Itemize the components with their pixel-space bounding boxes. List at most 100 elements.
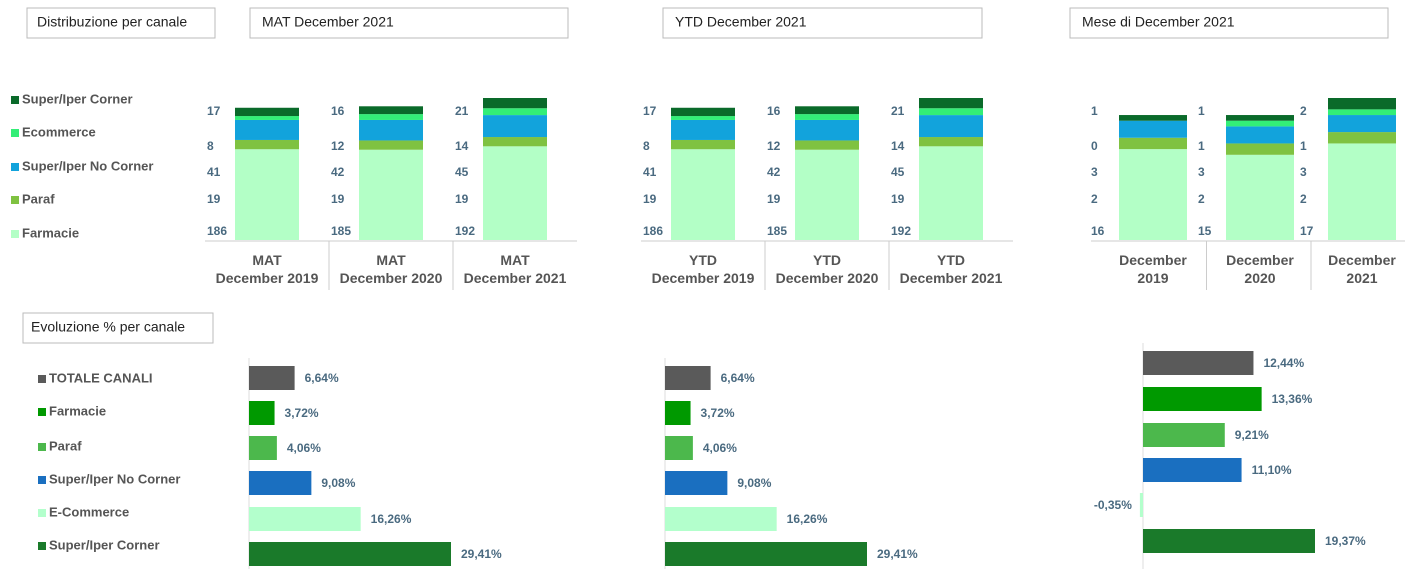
value-label: 2 xyxy=(1091,192,1098,206)
legend-label: Super/Iper Corner xyxy=(49,537,160,552)
bar-segment xyxy=(795,149,859,240)
bar-segment xyxy=(359,119,423,141)
value-label: 16 xyxy=(331,104,345,118)
value-label: 6,64% xyxy=(305,371,339,385)
section-box xyxy=(26,7,216,39)
bar xyxy=(1143,423,1225,447)
bar-segment xyxy=(919,98,983,109)
legend-swatch xyxy=(38,476,46,484)
bar-segment xyxy=(795,140,859,150)
category-label: December 2021 xyxy=(1328,252,1396,286)
category-label: MAT December 2019 xyxy=(215,252,319,286)
bar-segment xyxy=(919,137,983,147)
bar xyxy=(665,401,691,425)
section-title: Distribuzione per canale xyxy=(37,14,187,30)
legend-label: Ecommerce xyxy=(22,124,96,139)
legend-label: Super/Iper Corner xyxy=(22,91,133,106)
bar-segment xyxy=(1119,115,1187,121)
value-label: 9,08% xyxy=(321,476,355,490)
bar-segment xyxy=(1119,137,1187,150)
legend-label: Farmacie xyxy=(22,225,79,240)
bar-segment xyxy=(1226,115,1294,121)
value-label: 8 xyxy=(643,139,650,153)
value-label: 29,41% xyxy=(877,547,918,561)
legend-swatch xyxy=(11,96,19,104)
value-label: 3 xyxy=(1300,165,1307,179)
bar-segment xyxy=(483,115,547,138)
value-label: 17 xyxy=(643,104,657,118)
value-label: 1 xyxy=(1091,104,1098,118)
bar-segment xyxy=(1328,98,1396,110)
value-label: 19 xyxy=(455,192,469,206)
category-label: MAT December 2021 xyxy=(463,252,567,286)
value-label: 192 xyxy=(455,224,475,238)
bar xyxy=(249,401,275,425)
value-label: 17 xyxy=(1300,224,1314,238)
bar-segment xyxy=(235,139,299,150)
value-label: 21 xyxy=(891,104,905,118)
value-label: 19 xyxy=(331,192,345,206)
value-label: 3,72% xyxy=(285,406,319,420)
bar xyxy=(249,507,361,531)
legend-swatch xyxy=(38,542,46,550)
bar xyxy=(1143,529,1315,553)
bar-segment xyxy=(359,106,423,115)
value-label: 8 xyxy=(207,139,214,153)
bar xyxy=(665,366,711,390)
chart-title: MAT December 2021 xyxy=(262,14,394,30)
value-label: 1 xyxy=(1300,139,1307,153)
bar-segment xyxy=(671,139,735,150)
value-label: 12 xyxy=(767,139,781,153)
title-box xyxy=(662,7,983,39)
chart-title: Mese di December 2021 xyxy=(1082,14,1235,30)
title-box xyxy=(1069,7,1389,39)
bar-segment xyxy=(671,107,735,117)
value-label: 6,64% xyxy=(721,371,755,385)
bar-segment xyxy=(1226,154,1294,240)
bar-segment xyxy=(359,140,423,150)
bar-segment xyxy=(235,149,299,240)
value-label: 9,08% xyxy=(737,476,771,490)
legend-label: E-Commerce xyxy=(49,504,129,519)
value-label: 16 xyxy=(1091,224,1105,238)
legend-label: Super/Iper No Corner xyxy=(22,158,153,173)
value-label: 192 xyxy=(891,224,911,238)
bar xyxy=(249,542,451,566)
value-label: 45 xyxy=(891,165,905,179)
value-label: 29,41% xyxy=(461,547,502,561)
value-label: 19,37% xyxy=(1325,534,1366,548)
bar xyxy=(665,507,777,531)
bar-segment xyxy=(483,146,547,240)
bar-segment xyxy=(795,114,859,120)
title-box xyxy=(249,7,569,39)
value-label: 12,44% xyxy=(1263,356,1304,370)
category-label: YTD December 2020 xyxy=(775,252,879,286)
legend-label: Paraf xyxy=(49,438,82,453)
bar-segment xyxy=(1119,120,1187,138)
bar-segment xyxy=(483,108,547,116)
value-label: 15 xyxy=(1198,224,1212,238)
value-label: 2 xyxy=(1300,192,1307,206)
value-label: 9,21% xyxy=(1235,428,1269,442)
value-label: 0 xyxy=(1091,139,1098,153)
bar-segment xyxy=(671,149,735,240)
value-label: 41 xyxy=(643,165,657,179)
value-label: 185 xyxy=(767,224,787,238)
bar xyxy=(249,436,277,460)
bar-segment xyxy=(235,119,299,140)
bar xyxy=(1143,387,1262,411)
bar-segment xyxy=(235,107,299,117)
value-label: 42 xyxy=(331,165,345,179)
bar-segment xyxy=(671,116,735,120)
value-label: 3 xyxy=(1091,165,1098,179)
value-label: 16 xyxy=(767,104,781,118)
category-label: YTD December 2021 xyxy=(899,252,1003,286)
bar xyxy=(1143,351,1254,375)
value-label: 17 xyxy=(207,104,221,118)
value-label: 19 xyxy=(643,192,657,206)
legend-label: Farmacie xyxy=(49,403,106,418)
value-label: 1 xyxy=(1198,104,1205,118)
bar-segment xyxy=(795,119,859,141)
